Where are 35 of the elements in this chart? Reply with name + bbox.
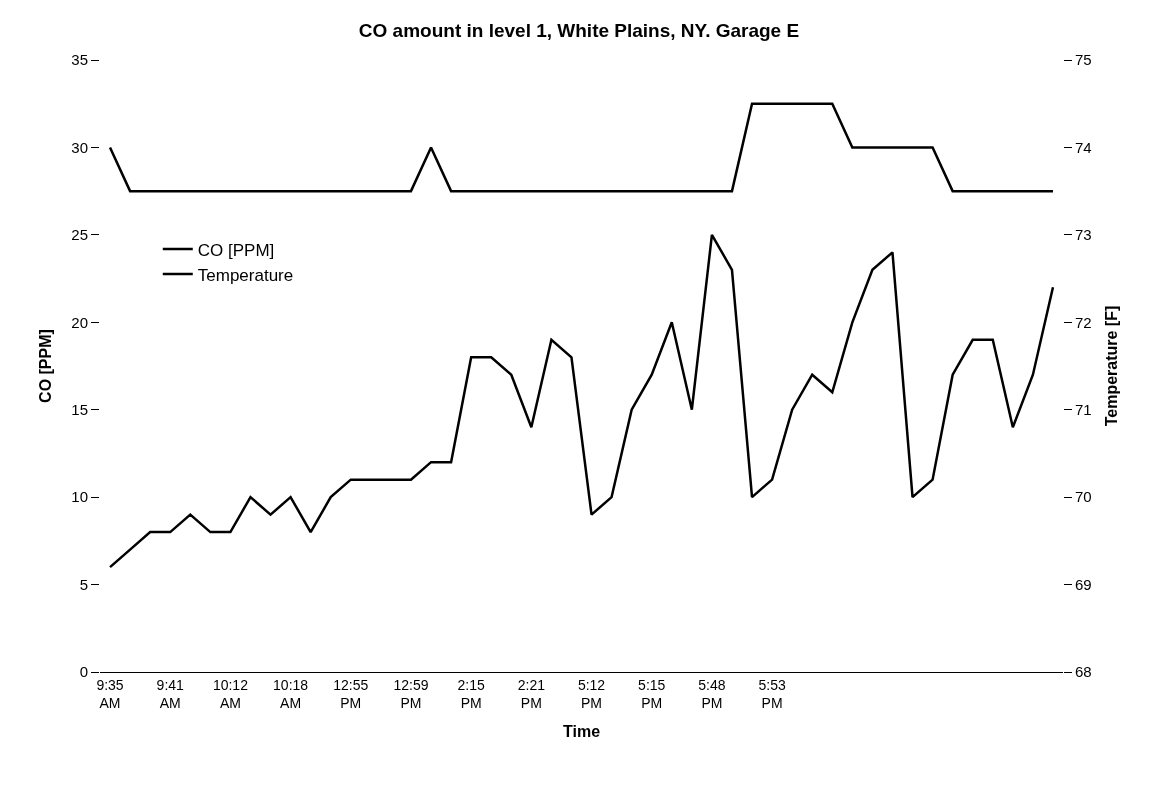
x-tick-label: 10:18 AM (273, 676, 309, 711)
x-tick-label: 12:55 PM (333, 676, 369, 711)
legend-label: CO [PPM] (197, 240, 275, 260)
x-tick-label: 2:21 PM (517, 676, 546, 711)
y-tick-label: 20 (71, 313, 88, 331)
x-tick-label: 2:15 PM (457, 676, 485, 711)
line-series (108, 233, 1055, 569)
y2-tick-label: 75 (1075, 51, 1092, 69)
x-tick-label: 9:41 AM (156, 676, 185, 711)
y-tick-label: 5 (79, 575, 88, 593)
y2-tick-label: 68 (1075, 663, 1092, 681)
y-tick-label: 10 (71, 488, 88, 506)
x-tick-label: 9:35 AM (96, 676, 124, 711)
x-tick-label: 5:12 PM (577, 676, 606, 711)
x-tick-label: 5:53 PM (758, 676, 786, 711)
x-tick-label: 5:15 PM (638, 676, 666, 711)
y-tick-label: 0 (79, 663, 88, 681)
y2-tick-label: 70 (1075, 488, 1092, 506)
y-tick-label: 15 (71, 400, 88, 418)
x-tick-label: 10:12 AM (212, 676, 249, 711)
y-tick-label: 35 (71, 51, 88, 69)
y2-axis-title: Temperature [F] (1103, 305, 1121, 427)
y-axis-title: CO [PPM] (37, 329, 55, 403)
legend-label: Temperature (197, 265, 294, 285)
x-tick-label: 12:59 PM (393, 676, 429, 711)
y2-tick-label: 71 (1075, 400, 1092, 418)
y-tick-label: 25 (71, 226, 88, 244)
x-axis-title: Time (562, 722, 601, 740)
chart-title: CO amount in level 1, White Plains, NY. Garage E (358, 19, 800, 41)
y2-tick-label: 72 (1075, 313, 1092, 331)
y2-tick-label: 74 (1075, 138, 1092, 156)
y2-tick-label: 69 (1075, 575, 1092, 593)
y2-tick-label: 73 (1075, 226, 1092, 244)
y-tick-label: 30 (71, 138, 88, 156)
x-tick-label: 5:48 PM (698, 676, 726, 711)
